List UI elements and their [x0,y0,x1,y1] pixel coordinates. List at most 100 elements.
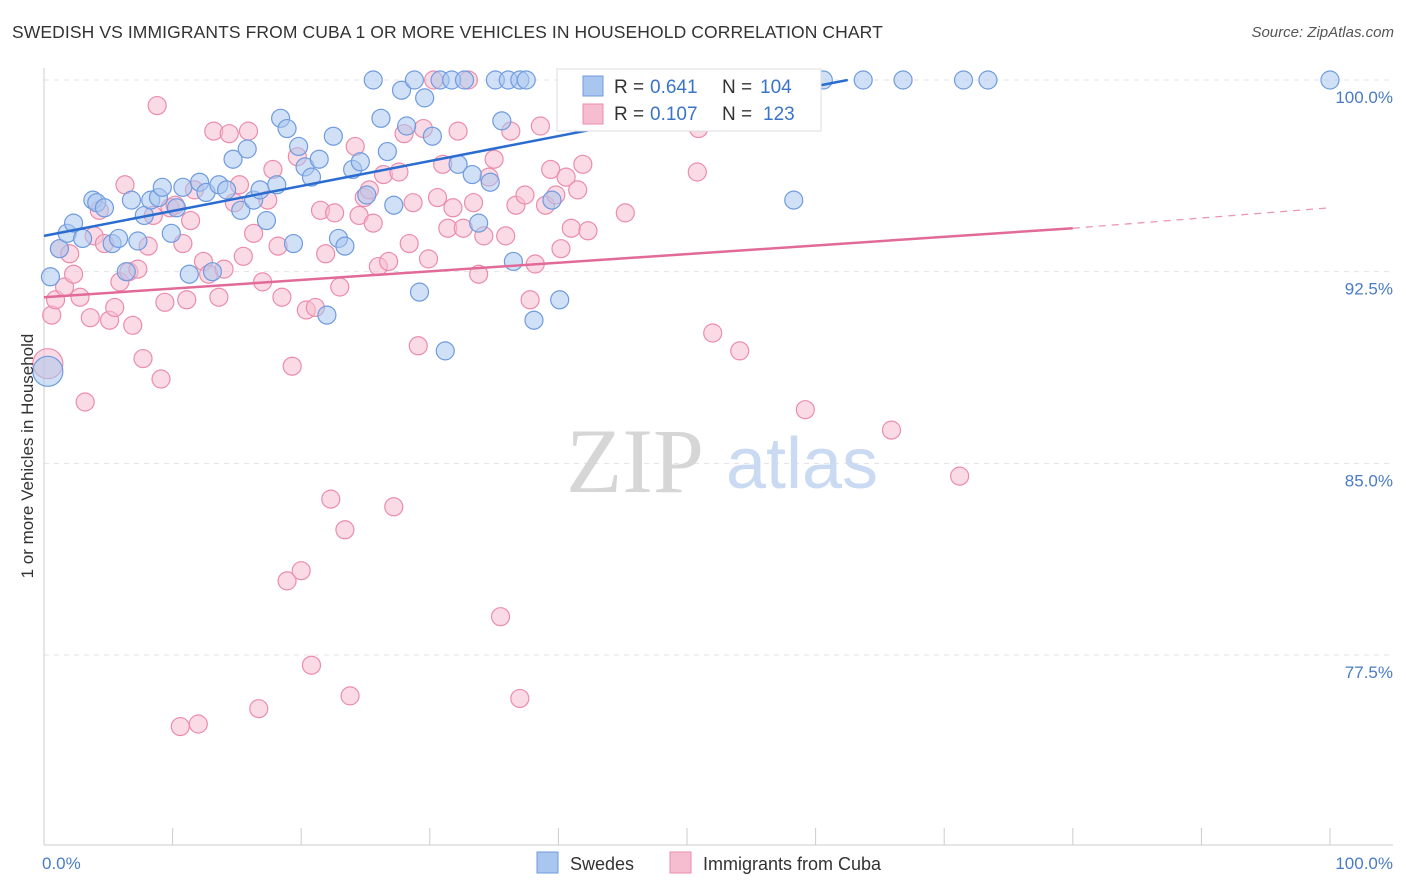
data-point [357,185,377,205]
watermark: ZIP atlas [566,410,878,512]
data-point [330,277,350,297]
data-point [170,716,190,737]
bottom-legend-cuba-swatch [669,851,692,874]
data-point [105,297,125,318]
data-point [63,264,84,284]
data-point [978,70,998,90]
data-point [953,70,974,90]
series-cuba-points [32,70,970,737]
data-point [244,223,264,243]
data-point [147,95,167,116]
data-point [209,287,229,307]
legend-swedes-n-value: 104 [760,77,792,98]
data-point [231,200,251,220]
data-point [188,714,208,734]
bottom-legend-swedes-label: Swedes [570,854,634,874]
data-point [492,111,512,131]
data-point [422,126,442,146]
data-point [399,233,419,254]
series-swedes-points [32,70,1340,387]
data-point [217,180,237,200]
y-tick-label: 92.5% [1345,280,1393,299]
data-point [703,323,723,343]
data-point [70,287,90,307]
data-point [408,336,428,356]
data-point [435,341,455,361]
data-point [128,231,148,251]
data-point [469,264,489,284]
data-point [510,688,530,709]
bottom-legend-cuba-label: Immigrants from Cuba [703,854,882,874]
legend-swedes-r-value: 0.641 [650,77,698,98]
data-point [515,185,535,205]
data-point [179,264,199,284]
data-point [161,223,181,243]
legend-cuba-r-value: 0.107 [650,104,698,125]
chart-title: SWEDISH VS IMMIGRANTS FROM CUBA 1 OR MOR… [12,22,883,42]
data-point [541,159,561,180]
trend-line-cuba [43,226,1073,299]
grid-lines [44,79,1393,656]
data-point [524,310,544,330]
data-point [155,292,175,312]
data-point [283,233,304,254]
data-point [384,195,404,215]
y-axis-title: 1 or more Vehicles in Household [18,334,37,579]
data-point [484,149,504,169]
data-point [409,282,430,302]
data-point [893,70,913,90]
data-point [556,167,576,187]
data-point [321,489,341,509]
data-point [469,213,489,233]
data-point [350,152,370,172]
data-point [391,80,412,100]
data-point [1320,70,1340,90]
data-point [418,249,439,269]
legend: R = 0.641 N = 104 R = 0.107 N = 123 [556,68,822,132]
data-point [49,239,70,259]
data-point [687,162,707,182]
data-point [462,164,482,185]
data-point [404,70,424,90]
legend-cuba-n-value: 123 [763,104,795,125]
trend-line-cuba-extension [1072,207,1331,229]
data-point [309,149,329,169]
data-point [340,686,360,706]
data-point [108,228,129,249]
data-point [63,213,84,233]
data-point [950,466,970,486]
data-point [72,228,93,249]
data-point [561,218,581,238]
data-point [573,154,593,174]
watermark-atlas: atlas [726,424,878,504]
y-tick-label: 77.5% [1345,663,1393,682]
data-point [272,287,292,307]
watermark-zip: ZIP [566,410,704,512]
data-point [317,305,337,325]
data-point [301,167,322,187]
data-point [335,520,355,540]
y-tick-label: 100.0% [1335,88,1393,107]
data-point [223,149,243,169]
data-point [80,308,100,328]
data-point [335,236,355,256]
data-point [237,139,257,159]
data-point [202,262,223,282]
data-point [384,497,404,517]
data-point [289,136,309,157]
data-point [121,190,142,210]
y-tick-labels: 77.5% 85.0% 92.5% 100.0% [1335,88,1393,682]
data-point [415,88,435,108]
data-point [397,116,417,136]
data-point [730,341,750,361]
data-point [784,190,804,210]
data-point [249,699,269,719]
data-point [173,177,193,197]
data-point [371,108,391,128]
legend-cuba-swatch [582,103,604,125]
data-point [256,210,277,231]
source-label: Source: ZipAtlas.com [1251,24,1394,41]
data-point [277,118,297,139]
data-point [516,70,536,90]
